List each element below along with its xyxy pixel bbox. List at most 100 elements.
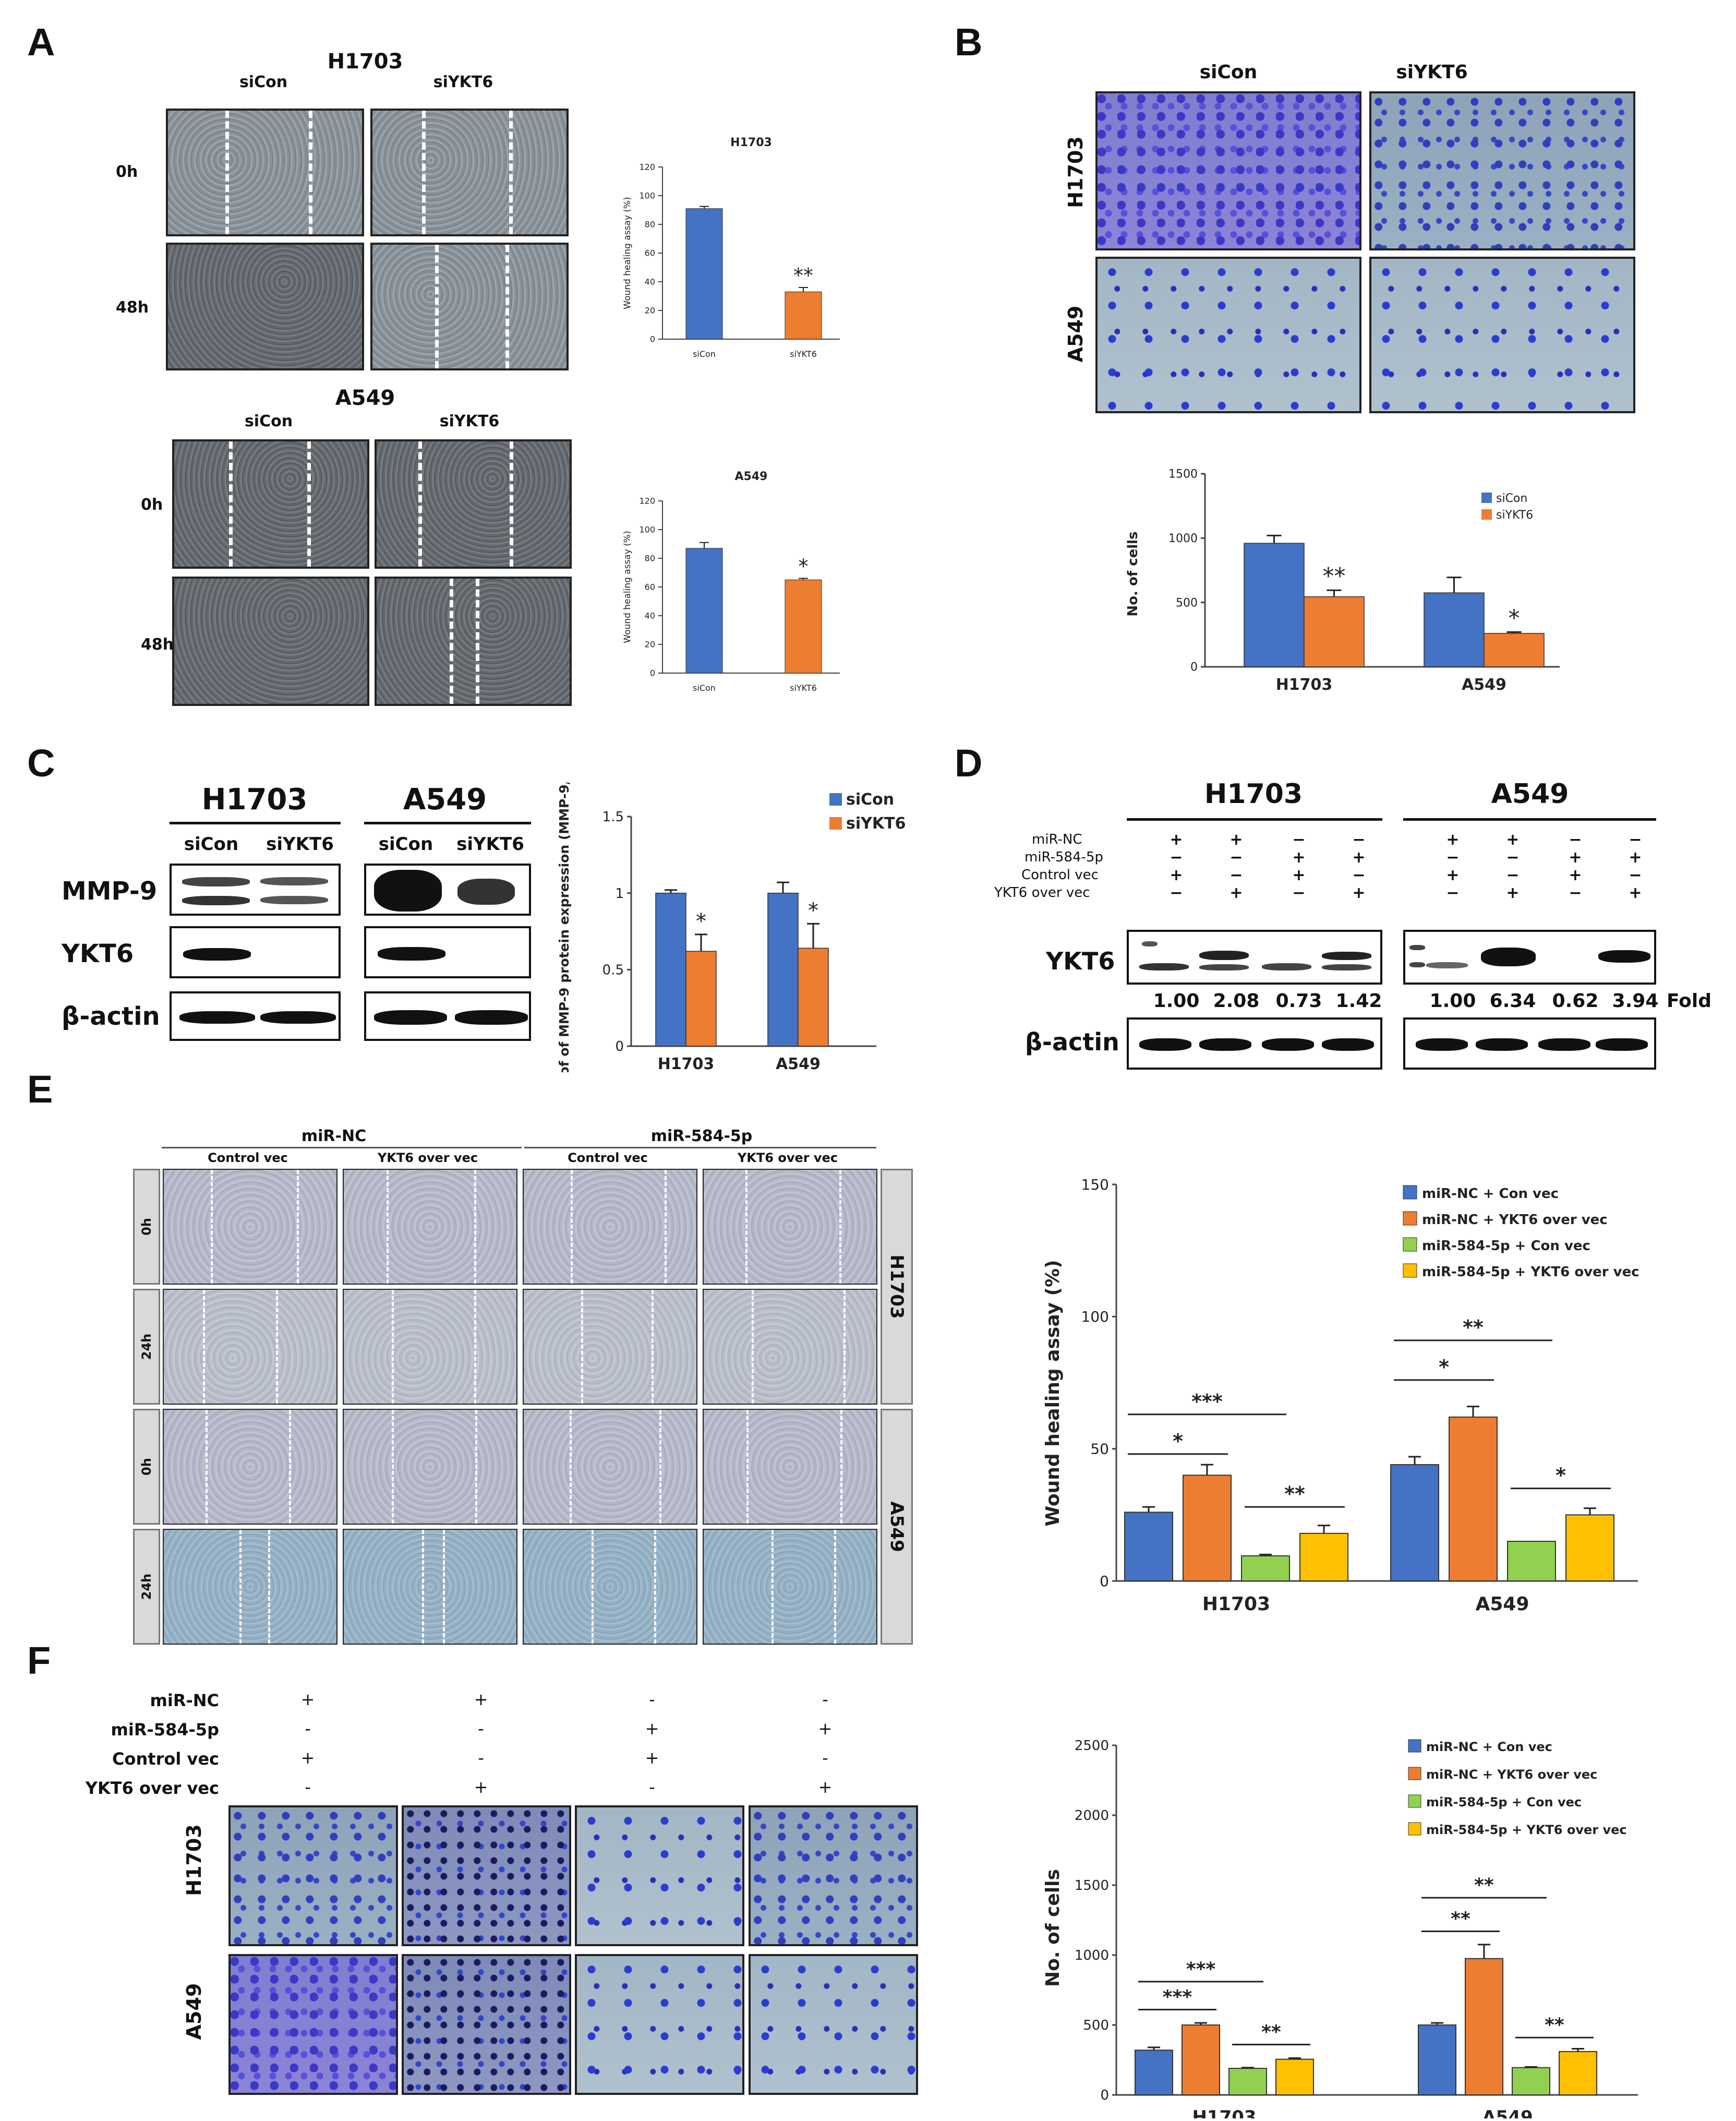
panel-d-sign: −	[1229, 848, 1243, 867]
micrograph-a549-siykt6-48h	[375, 577, 572, 706]
panel-e-cell-box-a549	[881, 1409, 913, 1645]
chart-e-legend-swatch	[1403, 1211, 1417, 1226]
chart-e-bar-h1703-s3	[1241, 1555, 1290, 1581]
panel-c-lane-4: siYKT6	[456, 834, 524, 855]
chart-f-legend-label: miR-584-5p + YKT6 over vec	[1426, 1823, 1627, 1837]
chart-e-legend-swatch	[1403, 1185, 1417, 1200]
chart-a-h1703-ytick-label: 100	[639, 191, 655, 201]
panel-d-fold-a549: 6.34	[1489, 990, 1536, 1012]
micrograph-e-r4-c3	[523, 1529, 697, 1645]
chart-b-legend-swatch	[1481, 493, 1492, 503]
panel-b-row-a549: A549	[1064, 305, 1087, 363]
chart-e-bar-h1703-s4	[1299, 1532, 1348, 1581]
chart-a-h1703-ytick-label: 20	[645, 306, 655, 316]
chart-a-a549-ytick-label: 60	[645, 582, 655, 592]
panel-b-col-siykt6: siYKT6	[1396, 62, 1468, 83]
chart-f-ytick-label: 1000	[1075, 1948, 1109, 1963]
panel-d-sign: −	[1569, 831, 1582, 849]
panel-d-sign: −	[1352, 866, 1366, 884]
chart-f-xtick-label: A549	[1482, 2107, 1533, 2118]
transwell-f-h1703-4	[749, 1805, 918, 1946]
chart-f-legend-label: miR-NC + Con vec	[1426, 1740, 1552, 1754]
micrograph-e-r2-c2	[343, 1289, 517, 1405]
chart-c-ytick-label: 1	[615, 886, 624, 902]
chart-a-a549-bar-siykt6	[785, 579, 822, 674]
panel-a-a549-row-0h: 0h	[141, 496, 163, 514]
panel-a-chart-a549: A549 0 20 40 60 80 100 120 Wound healing assay (…	[622, 470, 840, 693]
panel-label-f: F	[27, 1639, 51, 1682]
chart-f-sig-label: **	[1451, 1908, 1470, 1930]
panel-c-line-h1703	[170, 822, 341, 824]
transwell-f-h1703-1	[228, 1805, 398, 1946]
chart-e-sig-label: **	[1284, 1482, 1305, 1505]
chart-e-sig-label: ***	[1191, 1390, 1223, 1413]
blot-c-a549-ykt6	[364, 926, 531, 978]
chart-b-sig-label: *	[1509, 605, 1520, 631]
panel-e-time-box-1	[133, 1169, 160, 1285]
chart-f-legend-swatch	[1408, 1822, 1421, 1836]
panel-f-sign: +	[645, 1719, 659, 1739]
panel-f-sign: -	[822, 1748, 828, 1768]
chart-f-sig-label: ***	[1186, 1959, 1216, 1980]
chart-a-a549-ytick-label: 40	[645, 611, 655, 621]
chart-a-h1703-bar-siykt6	[785, 291, 822, 340]
panel-d-fold-a549: 3.94	[1612, 990, 1659, 1012]
micrograph-e-r1-c3	[523, 1169, 697, 1285]
chart-e-legend-label: miR-NC + YKT6 over vec	[1422, 1212, 1608, 1228]
transwell-f-a549-3	[575, 1954, 744, 2095]
chart-b-ylabel: No. of cells	[1125, 531, 1141, 616]
chart-e-bar-a549-s3	[1507, 1541, 1556, 1581]
chart-c-sig-label: *	[696, 909, 706, 933]
micrograph-e-r3-c4	[703, 1409, 877, 1525]
panel-c-chart: 0 0.5 1 1.5 Relative of of MMP-9 protein exp…	[557, 783, 906, 1072]
chart-a-a549-xtick-label: siCon	[693, 683, 716, 693]
panel-f-sign: +	[300, 1689, 315, 1709]
panel-d-sign: −	[1446, 884, 1460, 902]
panel-d-sign: −	[1506, 848, 1520, 867]
chart-a-a549-ylabel: Wound healing assay (%)	[622, 531, 633, 643]
panel-c-row-actin: β-actin	[62, 1002, 160, 1031]
panel-c-title-h1703: H1703	[201, 783, 308, 817]
chart-a-h1703-ytick-label: 80	[645, 220, 655, 230]
panel-d-sign: +	[1229, 831, 1243, 849]
panel-c-title-a549: A549	[403, 783, 487, 817]
panel-f-row-a549: A549	[183, 1983, 206, 2040]
chart-f-legend-label: miR-584-5p + Con vec	[1426, 1795, 1582, 1810]
panel-d-cond-label: miR-NC	[1032, 832, 1082, 847]
panel-e-cell-box-h1703	[881, 1169, 913, 1405]
chart-c-ylabel: Relative of of MMP-9 protein expression …	[557, 783, 572, 1072]
chart-b-ytick-label: 1000	[1168, 532, 1198, 545]
micrograph-e-r4-c2	[343, 1529, 517, 1645]
blot-c-h1703-ykt6	[170, 926, 341, 978]
micrograph-e-r1-c2	[343, 1169, 517, 1285]
chart-e-legend-swatch	[1403, 1263, 1417, 1278]
panel-a-h1703-col-sicon: siCon	[239, 73, 288, 91]
blot-c-a549-mmp9	[364, 864, 531, 916]
transwell-h1703-sicon	[1095, 91, 1361, 250]
panel-f-sign: +	[645, 1748, 659, 1768]
panel-d-sign: −	[1446, 848, 1460, 867]
chart-b-legend-label: siCon	[1496, 492, 1527, 505]
chart-c-ytick-label: 1.5	[602, 809, 624, 825]
chart-b-bar-a549-sicon	[1424, 592, 1485, 667]
panel-e-sub-4: YKT6 over vec	[737, 1151, 838, 1165]
chart-e-ytick-label: 0	[1100, 1573, 1109, 1590]
micrograph-e-r2-c1	[163, 1289, 337, 1405]
panel-f-sign: -	[478, 1748, 484, 1768]
panel-d-fold-h1703: 0.73	[1275, 990, 1322, 1012]
chart-f-bar-a549-s2	[1465, 1958, 1503, 2095]
chart-f-bar-a549-s1	[1418, 2024, 1456, 2095]
chart-a-h1703-title: H1703	[730, 136, 772, 149]
chart-a-a549-ytick-label: 20	[645, 640, 655, 650]
chart-e-bar-a549-s1	[1390, 1464, 1439, 1581]
panel-d-cond-label: Control vec	[1021, 867, 1099, 883]
micrograph-h1703-siykt6-48h	[370, 243, 569, 370]
chart-b-legend-swatch	[1481, 509, 1492, 520]
panel-e-sub-1: Control vec	[208, 1151, 288, 1165]
chart-c-bar-a549-siykt6	[798, 948, 829, 1047]
panel-c-lane-2: siYKT6	[266, 834, 334, 855]
panel-f-cond-label: Control vec	[112, 1749, 219, 1769]
micrograph-h1703-sicon-48h	[166, 243, 364, 370]
panel-e-time-box-2	[133, 1289, 160, 1405]
panel-d-sign: +	[1629, 848, 1642, 867]
